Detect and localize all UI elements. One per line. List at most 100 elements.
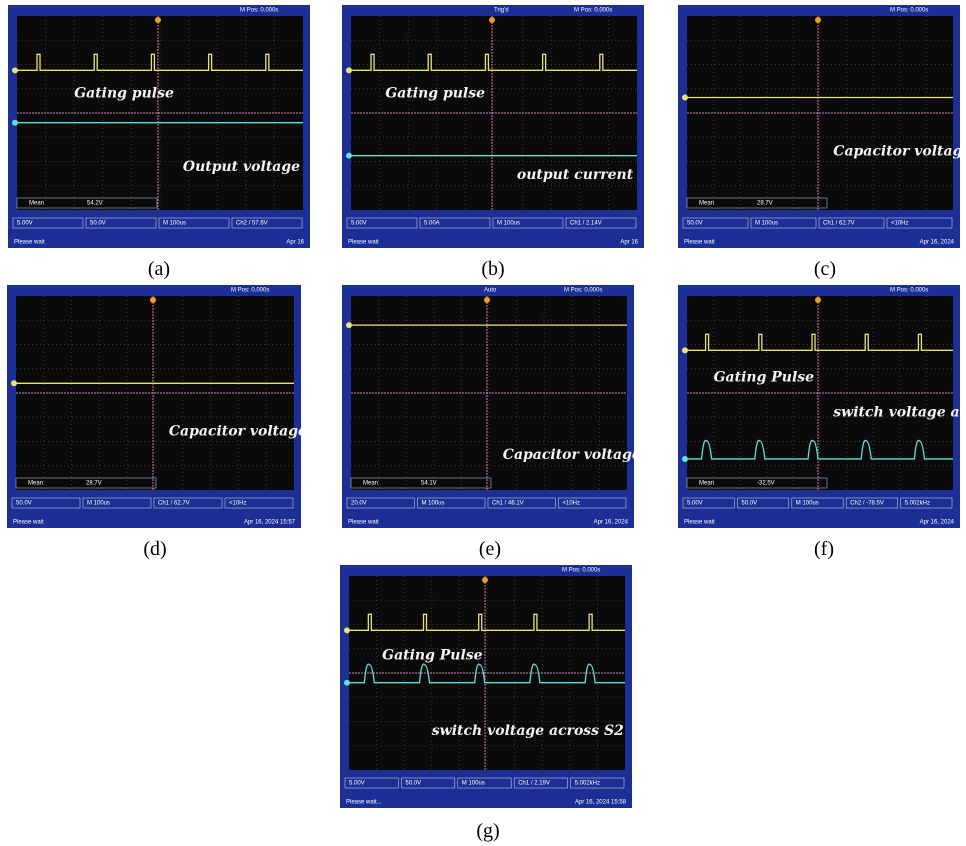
readout: 5.00V xyxy=(351,221,367,227)
panel-label: (c) xyxy=(814,258,836,281)
status-text: M Pos: 0.000s xyxy=(564,288,602,294)
readout: 50.0V xyxy=(16,501,32,507)
readout: 50.0V xyxy=(687,221,703,227)
status-text: Trig'd xyxy=(494,8,509,14)
mean-label: Mean xyxy=(699,481,714,487)
status-text: M Pos: 0.000s xyxy=(890,8,928,14)
footer-text: Please wait... xyxy=(346,800,382,806)
channel-marker xyxy=(12,67,18,73)
mean-label: Mean xyxy=(699,201,714,207)
channel-marker xyxy=(344,627,350,633)
readout: Ch1 / 62.7V xyxy=(823,221,855,227)
panel-label: (e) xyxy=(479,538,501,561)
scope-screen: M Pos: 0.000s Gating Pulse switch voltage … xyxy=(678,285,960,528)
readout: 20.0V xyxy=(351,501,367,507)
footer-text: Please wait xyxy=(684,520,715,526)
channel-marker xyxy=(682,94,688,100)
readout: 5.00V xyxy=(349,781,365,787)
channel-marker xyxy=(11,380,17,386)
footer-date: Apr 16, 2024 xyxy=(920,240,955,246)
trigger-marker xyxy=(815,17,821,23)
mean-label: Mean xyxy=(29,201,44,207)
readout: <10Hz xyxy=(891,221,909,227)
readout: Ch1 / 2.19V xyxy=(518,781,550,787)
figure: M Pos: 0.000s Gating pulse Output voltage M… xyxy=(0,0,966,846)
trigger-marker xyxy=(150,297,156,303)
footer-text: Please wait xyxy=(684,240,715,246)
status-text: M Pos: 0.000s xyxy=(240,8,278,14)
readout: 5.00V xyxy=(687,501,703,507)
readout: 5.002kHz xyxy=(575,781,600,787)
annotation: output current xyxy=(517,167,634,183)
readout: M 100us xyxy=(163,221,186,227)
readout: 5.002kHz xyxy=(905,501,930,507)
trigger-marker xyxy=(155,17,161,23)
trigger-marker xyxy=(484,297,490,303)
mean-value: 28.7V xyxy=(86,481,102,487)
readout: <10Hz xyxy=(563,501,581,507)
readout: <10Hz xyxy=(229,501,247,507)
panel-label: (b) xyxy=(481,258,504,281)
annotation: Output voltage xyxy=(183,159,300,175)
channel-marker xyxy=(682,347,688,353)
readout: M 100us xyxy=(422,501,445,507)
mean-value: 28.7V xyxy=(757,201,773,207)
footer-date: Apr 16, 2024 15:57 xyxy=(244,520,296,526)
annotation: Capacitor voltage C3 xyxy=(503,447,634,463)
footer-text: Please wait xyxy=(14,240,45,246)
footer-date: Apr 16, 2024 15:58 xyxy=(575,800,627,806)
channel-marker xyxy=(12,120,18,126)
footer-date: Apr 16, 2024 xyxy=(920,520,955,526)
readout: 50.0V xyxy=(741,501,757,507)
status-text: Auto xyxy=(484,288,497,294)
annotation: Capacitor voltage C2 xyxy=(169,424,301,440)
panel-label: (d) xyxy=(143,538,166,561)
readout: 5.00V xyxy=(17,221,33,227)
readout: M 100us xyxy=(497,221,520,227)
readout: M 100us xyxy=(87,501,110,507)
footer-date: Apr 16 xyxy=(286,240,304,246)
channel-marker xyxy=(346,322,352,328)
trigger-marker xyxy=(482,577,488,583)
scope-screen: Trig'd M Pos: 0.000s Gating pulse output cu… xyxy=(342,5,644,248)
mean-value: -32.5V xyxy=(757,481,775,487)
readout: Ch1 / 2.14V xyxy=(570,221,602,227)
channel-marker xyxy=(344,680,350,686)
annotation: Gating pulse xyxy=(385,85,485,101)
readout: Ch1 / 46.1V xyxy=(492,501,524,507)
annotation: Capacitor voltage C1 xyxy=(833,144,960,160)
scope-screen: M Pos: 0.000s Capacitor voltage C2 Mean 28.… xyxy=(7,285,301,528)
status-text: M Pos: 0.000s xyxy=(231,288,269,294)
scope-screen: AutoM Pos: 0.000sCapacitor voltage C3Mea… xyxy=(342,285,634,528)
annotation: switch voltage across S2 xyxy=(432,723,624,739)
channel-marker xyxy=(346,67,352,73)
channel-marker xyxy=(682,456,688,462)
trigger-marker xyxy=(489,17,495,23)
mean-value: 54.1V xyxy=(421,481,437,487)
annotation: Gating Pulse xyxy=(714,369,815,385)
readout: Ch2 / 57.6V xyxy=(236,221,268,227)
readout: M 100us xyxy=(462,781,485,787)
readout: Ch2 / -78.5V xyxy=(850,501,884,507)
annotation: switch voltage across s1 xyxy=(833,404,960,420)
status-text: M Pos: 0.000s xyxy=(574,8,612,14)
trigger-marker xyxy=(815,297,821,303)
footer-text: Please wait xyxy=(348,240,379,246)
readout: 5.00A xyxy=(424,221,440,227)
panel-label: (a) xyxy=(148,258,170,281)
footer-text: Please wait xyxy=(348,520,379,526)
footer-date: Apr 16 xyxy=(620,240,638,246)
readout: M 100us xyxy=(796,501,819,507)
channel-marker xyxy=(346,153,352,159)
panel-label: (g) xyxy=(476,820,499,843)
panel-label: (f) xyxy=(814,538,834,561)
status-text: M Pos: 0.000s xyxy=(562,568,600,574)
readout: 50.0V xyxy=(90,221,106,227)
readout: M 100us xyxy=(755,221,778,227)
scope-screen: M Pos: 0.000s Capacitor voltage C1 Mean 28.… xyxy=(678,5,960,248)
mean-value: 54.2V xyxy=(87,201,103,207)
mean-label: Mean xyxy=(28,481,43,487)
status-text: M Pos: 0.000s xyxy=(890,288,928,294)
